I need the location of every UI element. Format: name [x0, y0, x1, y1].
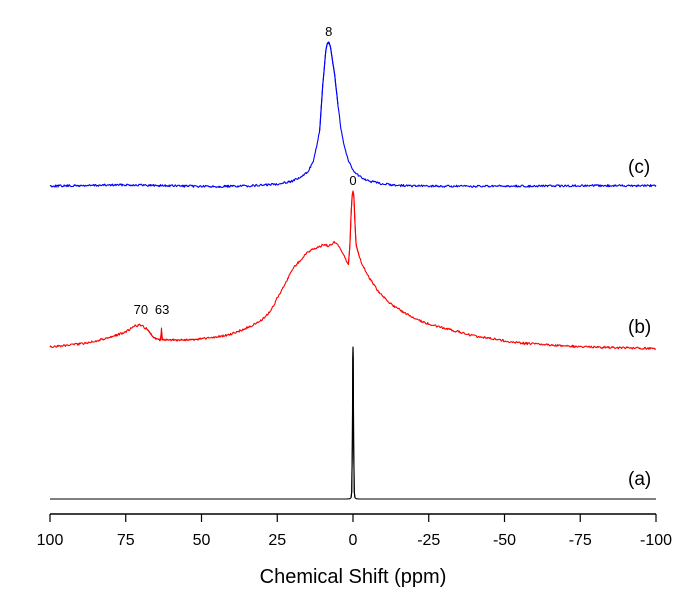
- x-tick-label--100: -100: [640, 532, 672, 549]
- x-tick-label-50: 50: [193, 532, 211, 549]
- trace-labels: (c) (b) (a): [628, 157, 651, 490]
- trace-b: [49, 190, 657, 350]
- x-tick-label--25: -25: [417, 532, 440, 549]
- trace-label-a: (a): [628, 469, 651, 490]
- peak-labels: 8 70 63 0: [134, 24, 357, 317]
- trace-c-sharp-peak-0: [319, 42, 339, 132]
- peak-label-70: 70: [134, 302, 148, 317]
- trace-label-b: (b): [628, 317, 651, 338]
- x-tick-label-25: 25: [268, 532, 286, 549]
- trace-c: [49, 41, 657, 189]
- x-tick-label-100: 100: [37, 532, 64, 549]
- trace-b-sharp-peak-1: [347, 191, 360, 266]
- trace-b-sharp-peak-0: [146, 327, 202, 341]
- trace-a-sharp-peak-0: [350, 346, 356, 498]
- trace-label-c: (c): [628, 157, 650, 178]
- x-axis-title: Chemical Shift (ppm): [260, 566, 447, 588]
- peak-label-0: 0: [349, 173, 356, 188]
- x-axis-ticks: 100 75 50 25 0 -25 -50 -75 -100: [37, 514, 672, 549]
- peak-label-8: 8: [325, 24, 332, 39]
- x-tick-label-75: 75: [117, 532, 135, 549]
- peak-label-63: 63: [155, 302, 169, 317]
- spectrum-traces: [49, 41, 657, 500]
- x-tick-label-0: 0: [349, 532, 358, 549]
- x-tick-label--75: -75: [569, 532, 592, 549]
- x-tick-label--50: -50: [493, 532, 516, 549]
